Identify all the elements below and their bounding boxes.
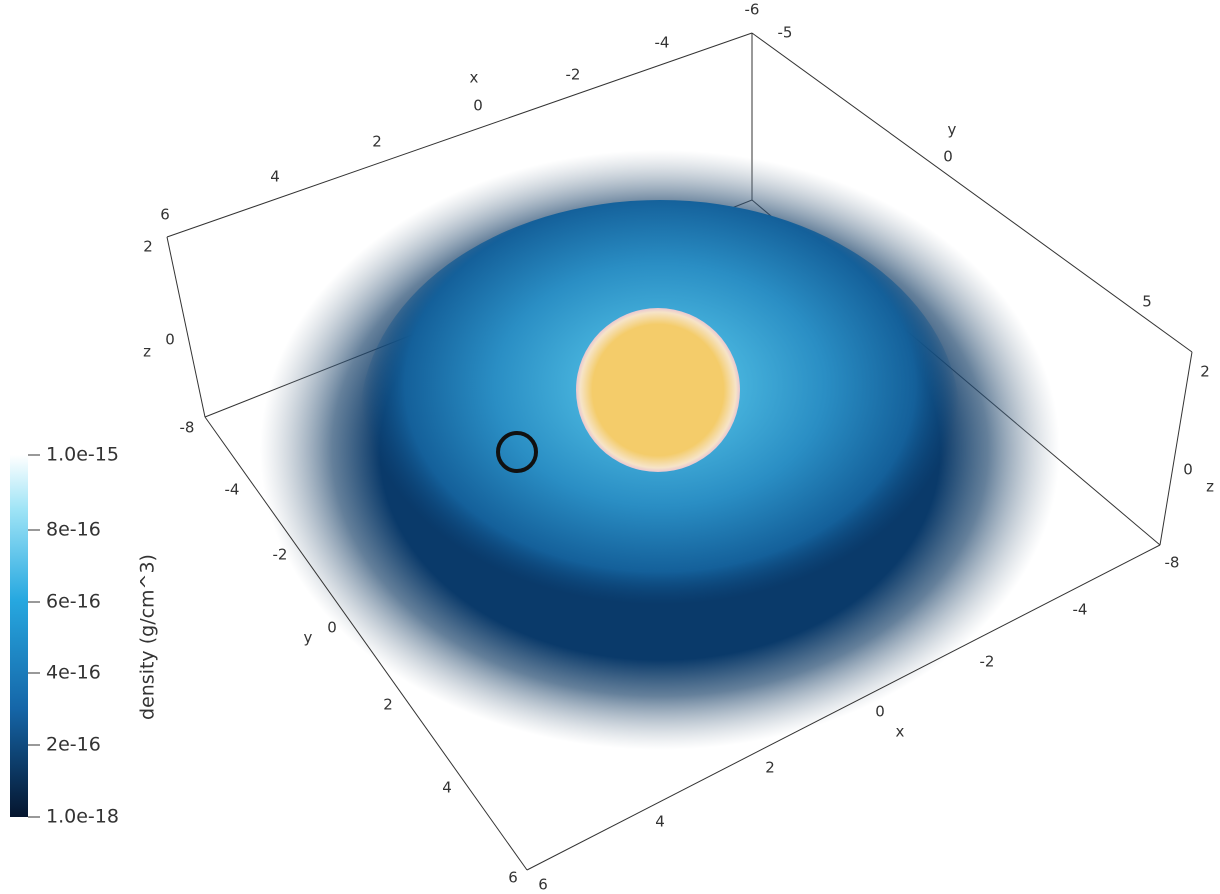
axis-tick-label: 2	[383, 696, 393, 714]
axis-tick-label: 6	[508, 869, 518, 887]
axis-tick-label: 2	[372, 133, 382, 151]
colorbar-tick-label: 2e-16	[46, 734, 101, 756]
axis-tick-label: 0	[875, 703, 885, 721]
axis-tick-label: 6	[538, 876, 548, 894]
axis-tick-label: 4	[270, 168, 280, 186]
colorbar	[10, 455, 28, 817]
visualization: density (g/cm^3) 1.0e-15 8e-16 6e-16 4e-16 2…	[0, 0, 1220, 894]
axis-tick-label: 6	[160, 206, 170, 224]
axis-tick-label: 2	[765, 759, 775, 777]
colorbar-tick-label: 1.0e-18	[46, 806, 119, 828]
axis-tick-label: -2	[980, 653, 995, 671]
axis-title: y	[948, 121, 957, 139]
axis-tick-label: -4	[655, 34, 670, 52]
axis-tick-label: -2	[273, 546, 288, 564]
axis-tick-label: -8	[1165, 554, 1180, 572]
axis-tick-label: 0	[473, 97, 483, 115]
colorbar-tick-label: 4e-16	[46, 662, 101, 684]
axis-tick-label: 0	[165, 331, 175, 349]
axis-tick-label: -4	[1073, 601, 1088, 619]
colorbar-title: density (g/cm^3)	[137, 554, 159, 720]
axis-tick-label: 0	[327, 619, 337, 637]
axis-title: y	[304, 629, 313, 647]
axis-tick-label: 2	[143, 238, 153, 256]
axis-tick-label: -2	[566, 66, 581, 84]
colorbar-tick-label: 8e-16	[46, 519, 101, 541]
axis-tick-label: -5	[778, 24, 793, 42]
axis-tick-label: 0	[1183, 461, 1193, 479]
axis-tick-label: 5	[1142, 293, 1152, 311]
colorbar-tick-label: 1.0e-15	[46, 444, 119, 466]
star	[576, 308, 740, 472]
axis-title: x	[896, 723, 905, 741]
axis-tick-label: 4	[655, 813, 665, 831]
axis-title: z	[143, 343, 151, 361]
axis-title: z	[1206, 478, 1214, 496]
axis-tick-label: -4	[225, 481, 240, 499]
axis-title: x	[470, 69, 479, 87]
axis-tick-label: -6	[745, 1, 760, 19]
axis-tick-label: 4	[442, 779, 452, 797]
axis-tick-label: 2	[1200, 363, 1210, 381]
axis-tick-label: 0	[943, 148, 953, 166]
colorbar-tick-label: 6e-16	[46, 591, 101, 613]
axis-tick-label: -8	[180, 419, 195, 437]
